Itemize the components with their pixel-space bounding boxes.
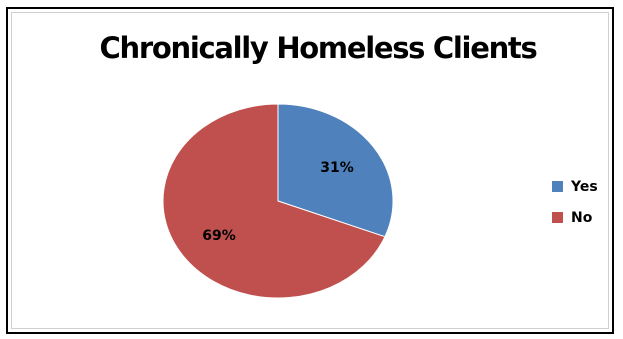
data-label-yes: 31% [320,160,354,176]
legend-label-yes: Yes [570,179,598,195]
chart-inner-border [11,12,609,329]
pie-slices [162,103,394,299]
legend-swatch-yes [552,181,563,192]
legend-swatch-no [552,212,563,223]
chart-legend: Yes No [552,179,598,226]
legend-label-no: No [571,210,593,226]
pie-slice-no [162,103,386,299]
data-label-no: 69% [202,228,236,244]
pie-slice-yes [277,103,394,238]
pie-data-labels: 31% 69% [202,160,354,244]
chart-title: Chronically Homeless Clients [100,31,537,65]
